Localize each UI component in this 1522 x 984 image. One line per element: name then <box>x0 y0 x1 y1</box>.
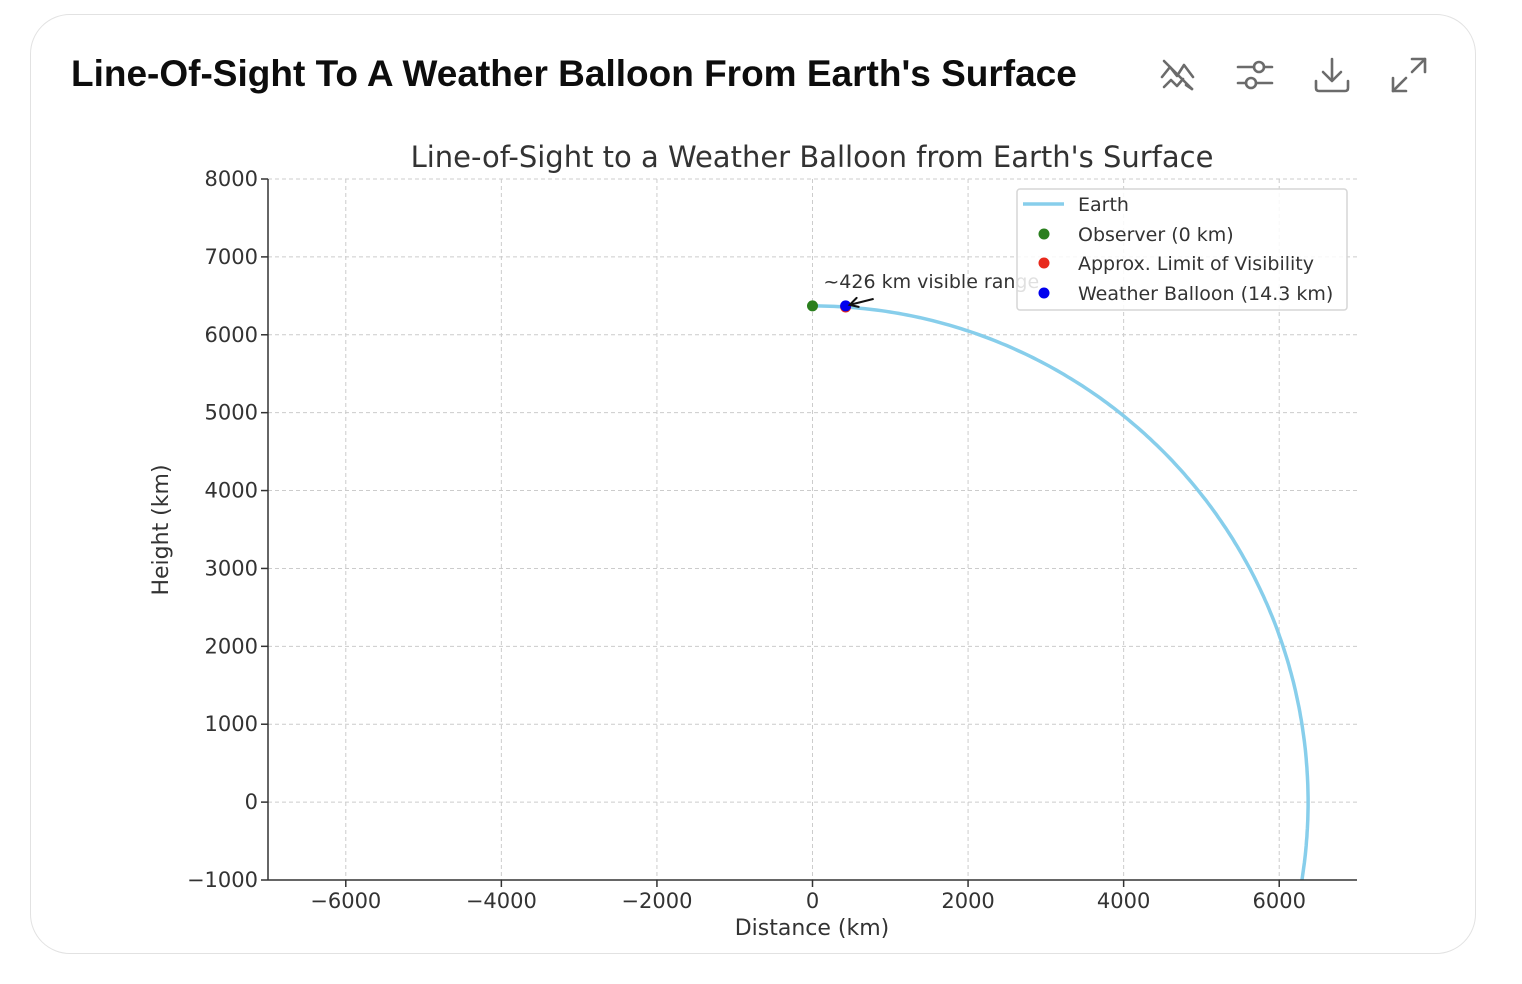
x-tick-label: −2000 <box>621 889 692 913</box>
y-tick-label: 8000 <box>205 167 258 191</box>
point-series <box>807 300 852 313</box>
earth-series <box>812 304 1310 880</box>
chart-legend: Earth Observer (0 km) Approx. Limit of V… <box>1016 188 1348 311</box>
annotation-text: ~426 km visible range <box>823 271 1039 293</box>
y-tick-label: 1000 <box>205 712 258 736</box>
interactive-chart-off-icon <box>1160 59 1195 91</box>
y-axis-label: Height (km) <box>149 464 174 595</box>
chart-title: Line-of-Sight to a Weather Balloon from … <box>411 140 1214 174</box>
annotation-arrow <box>849 297 874 306</box>
interactive-chart-toggle-button[interactable] <box>1154 51 1202 99</box>
x-tick-label: 4000 <box>1097 889 1150 913</box>
visible-range-annotation: ~426 km visible range <box>823 271 1039 308</box>
earth-curve <box>812 304 1310 880</box>
expand-icon <box>1391 57 1427 93</box>
legend-limit-marker <box>1038 257 1050 269</box>
weather-balloon-point <box>840 300 852 312</box>
sliders-icon <box>1236 60 1274 90</box>
y-tick-label: 5000 <box>205 401 258 425</box>
y-tick-label: 2000 <box>205 634 258 658</box>
legend-observer-marker <box>1038 228 1050 240</box>
chart-card: Line-Of-Sight To A Weather Balloon From … <box>30 14 1476 954</box>
chart-toolbar <box>1154 51 1433 99</box>
legend-limit-label: Approx. Limit of Visibility <box>1078 253 1314 275</box>
y-tick-label: 6000 <box>205 323 258 347</box>
x-tick-label: 2000 <box>941 889 994 913</box>
expand-button[interactable] <box>1385 51 1433 99</box>
download-icon <box>1314 57 1350 93</box>
legend-earth-label: Earth <box>1078 194 1129 216</box>
x-tick-label: −6000 <box>310 889 381 913</box>
card-title: Line-Of-Sight To A Weather Balloon From … <box>71 53 1077 94</box>
customize-chart-button[interactable] <box>1231 51 1279 99</box>
axes: −6000 −4000 −2000 0 2000 4000 6000 −1000 0 1000 20… <box>187 167 1357 913</box>
y-tick-label: 4000 <box>205 479 258 503</box>
y-tick-label: 3000 <box>205 556 258 580</box>
x-tick-label: 0 <box>806 889 819 913</box>
y-tick-label: −1000 <box>187 868 258 892</box>
download-button[interactable] <box>1308 51 1356 99</box>
x-tick-label: −4000 <box>466 889 537 913</box>
grid-lines <box>268 178 1357 881</box>
legend-balloon-label: Weather Balloon (14.3 km) <box>1078 283 1333 305</box>
observer-point <box>807 300 818 312</box>
legend-observer-label: Observer (0 km) <box>1078 224 1234 246</box>
y-tick-label: 0 <box>245 790 258 814</box>
legend-frame <box>1016 188 1348 311</box>
legend-balloon-marker <box>1038 287 1050 299</box>
x-tick-label: 6000 <box>1252 889 1305 913</box>
x-axis-label: Distance (km) <box>735 916 890 941</box>
y-tick-label: 7000 <box>205 245 258 269</box>
annotation-arrowhead <box>847 296 860 308</box>
